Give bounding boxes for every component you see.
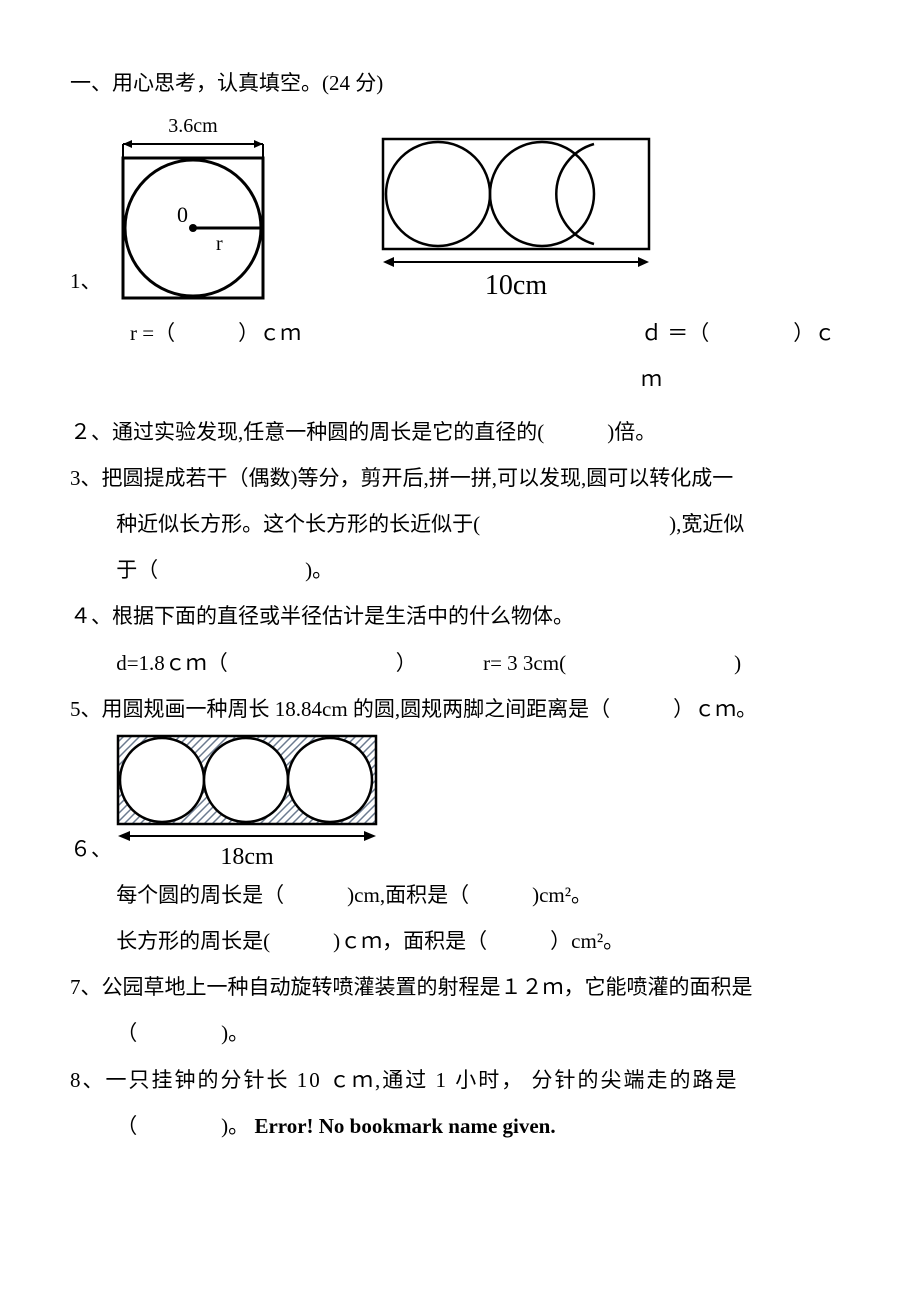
q5: 5、用圆规画一种周长 18.84cm 的圆,圆规两脚之间距离是（ ）ｃｍ。 <box>70 686 850 732</box>
q4-left: d=1.8ｃｍ（ ） <box>116 640 483 686</box>
q6-width-label: 18cm <box>220 844 274 870</box>
q6-row: ６、 18cm <box>70 732 850 872</box>
q3-line2: 种近似长方形。这个长方形的长近似于( ),宽近似 <box>70 501 850 547</box>
fig2-width-label: 10cm <box>484 270 546 301</box>
q6-prefix: ６、 <box>70 826 112 872</box>
q7-line2: （ )。 <box>70 1010 850 1056</box>
q6-line2: 长方形的周长是( )ｃｍ，面积是（ ）cm²。 <box>70 918 850 964</box>
fig1-width-label: 3.6cm <box>168 115 218 137</box>
q6-figure: 18cm <box>112 732 402 872</box>
q4-sub: d=1.8ｃｍ（ ） r= 3 3cm( ) <box>70 640 850 686</box>
q6-line1: 每个圆的周长是（ )cm,面积是（ )cm²。 <box>70 872 850 918</box>
q1-prefix: 1、 <box>70 258 102 304</box>
section-title: 一、用心思考，认真填空。(24 分) <box>70 60 850 106</box>
q3-line3: 于（ )。 <box>70 547 850 593</box>
q1-row: 1、 3.6cm 0 r <box>70 114 850 304</box>
q4-right: r= 3 3cm( ) <box>483 640 741 686</box>
q1-answer-right: ｄ ＝（ ）ｃｍ <box>481 310 850 402</box>
q3-line1: 3、把圆提成若干（偶数)等分，剪开后,拼一拼,可以发现,圆可以转化成一 <box>70 455 850 501</box>
q2: ２、通过实验发现,任意一种圆的周长是它的直径的( )倍。 <box>70 409 850 455</box>
q8-blank: （ )。 <box>116 1114 249 1138</box>
q1-answers: r =（ ）ｃｍ ｄ ＝（ ）ｃｍ <box>70 310 850 402</box>
q1-figure-2: 10cm <box>378 134 658 304</box>
q1-answer-left: r =（ ）ｃｍ <box>70 310 481 402</box>
q7-line1: 7、公园草地上一种自动旋转喷灌装置的射程是１２ｍ，它能喷灌的面积是 <box>70 964 850 1010</box>
q1-figures: 3.6cm 0 r <box>108 114 658 304</box>
q1-figure-1: 3.6cm 0 r <box>108 114 278 304</box>
q8-error: Error! No bookmark name given. <box>254 1114 555 1138</box>
q8-line2: （ )。 Error! No bookmark name given. <box>70 1103 850 1149</box>
fig1-center-label: 0 <box>177 202 188 227</box>
q4-title: ４、根据下面的直径或半径估计是生活中的什么物体。 <box>70 593 850 639</box>
fig1-radius-label: r <box>216 233 223 255</box>
q8-line1: 8、一只挂钟的分针长 10 ｃｍ,通过 1 小时， 分针的尖端走的路是 <box>70 1057 850 1103</box>
